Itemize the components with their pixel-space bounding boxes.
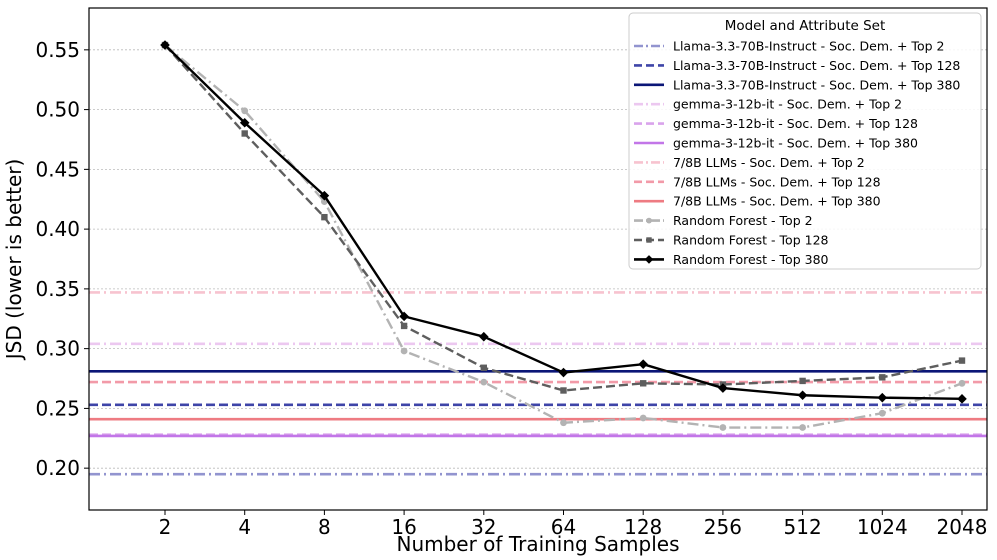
data-point	[718, 383, 728, 393]
x-tick-label: 2	[159, 515, 172, 539]
data-point	[644, 255, 654, 264]
data-series	[160, 40, 967, 431]
reference-lines	[89, 291, 987, 476]
legend-label: Llama-3.3-70B-Instruct - Soc. Dem. + Top…	[673, 77, 960, 92]
x-tick-label: 512	[784, 515, 822, 539]
data-point	[241, 130, 248, 137]
y-tick-label: 0.40	[35, 217, 80, 241]
y-tick-label: 0.35	[35, 277, 80, 301]
data-point	[480, 364, 487, 371]
y-tick-label: 0.30	[35, 337, 80, 361]
plot-frame	[88, 7, 988, 511]
legend-label: gemma-3-12b-it - Soc. Dem. + Top 2	[673, 97, 902, 112]
data-point	[797, 390, 808, 401]
data-point	[560, 387, 567, 394]
data-point	[799, 377, 806, 385]
legend-label: 7/8B LLMs - Soc. Dem. + Top 2	[673, 155, 865, 170]
legend-label: Random Forest - Top 380	[673, 252, 829, 267]
legend-title: Model and Attribute Set	[725, 18, 886, 34]
data-point	[480, 378, 488, 386]
data-point	[400, 347, 408, 355]
x-tick-label: 32	[471, 515, 496, 539]
data-point	[719, 424, 727, 431]
x-tick-label: 16	[391, 515, 416, 539]
legend-label: Llama-3.3-70B-Instruct - Soc. Dem. + Top…	[673, 58, 960, 73]
legend-label: 7/8B LLMs - Soc. Dem. + Top 128	[673, 174, 881, 189]
gridlines	[89, 49, 987, 469]
data-point	[558, 367, 569, 378]
data-point	[640, 380, 647, 387]
x-tick-label: 4	[238, 515, 251, 539]
x-tick-label: 2048	[937, 515, 988, 539]
x-tick-label: 128	[624, 515, 662, 539]
y-tick-label: 0.45	[35, 157, 80, 181]
legend-items: Llama-3.3-70B-Instruct - Soc. Dem. + Top…	[634, 39, 960, 267]
legend: Model and Attribute Set Llama-3.3-70B-In…	[628, 12, 982, 270]
data-point	[799, 424, 806, 431]
x-axis-label: Number of Training Samples	[396, 532, 679, 556]
data-point	[957, 394, 967, 404]
legend-box	[628, 12, 982, 270]
series-line	[164, 44, 963, 392]
data-point	[399, 311, 409, 322]
x-tick-label: 256	[704, 515, 742, 539]
data-point	[958, 379, 966, 387]
data-point	[321, 213, 328, 221]
data-point	[879, 374, 886, 381]
data-point	[646, 217, 652, 224]
data-point	[958, 357, 966, 364]
data-point	[400, 322, 408, 330]
data-point	[639, 414, 647, 422]
data-point	[560, 419, 567, 427]
legend-label: 7/8B LLMs - Soc. Dem. + Top 380	[673, 194, 881, 209]
data-point	[638, 359, 648, 369]
data-point	[877, 392, 888, 403]
legend-label: Random Forest - Top 128	[673, 233, 829, 248]
data-point	[160, 40, 170, 50]
axis-ticks: 0.20 0.25 0.30 0.35 0.40 0.45 0.50 0.55 2 4 8 16 32 6…	[35, 38, 987, 539]
data-point	[646, 237, 652, 243]
y-tick-label: 0.50	[35, 98, 80, 122]
y-axis-label: JSD (lower is better)	[2, 159, 26, 362]
data-point	[239, 117, 250, 128]
y-tick-label: 0.55	[35, 38, 80, 62]
data-point	[319, 190, 330, 201]
y-tick-label: 0.20	[35, 456, 80, 480]
x-tick-label: 8	[318, 515, 331, 539]
legend-label: gemma-3-12b-it - Soc. Dem. + Top 128	[673, 116, 918, 131]
data-point	[241, 107, 249, 115]
legend-label: Llama-3.3-70B-Instruct - Soc. Dem. + Top…	[673, 39, 944, 54]
y-tick-label: 0.25	[35, 396, 80, 420]
x-tick-label: 1024	[857, 515, 908, 539]
x-tick-label: 64	[551, 515, 576, 539]
data-point	[479, 331, 489, 342]
legend-label: Random Forest - Top 2	[673, 213, 813, 228]
legend-label: gemma-3-12b-it - Soc. Dem. + Top 380	[673, 136, 918, 151]
data-point	[878, 409, 886, 417]
